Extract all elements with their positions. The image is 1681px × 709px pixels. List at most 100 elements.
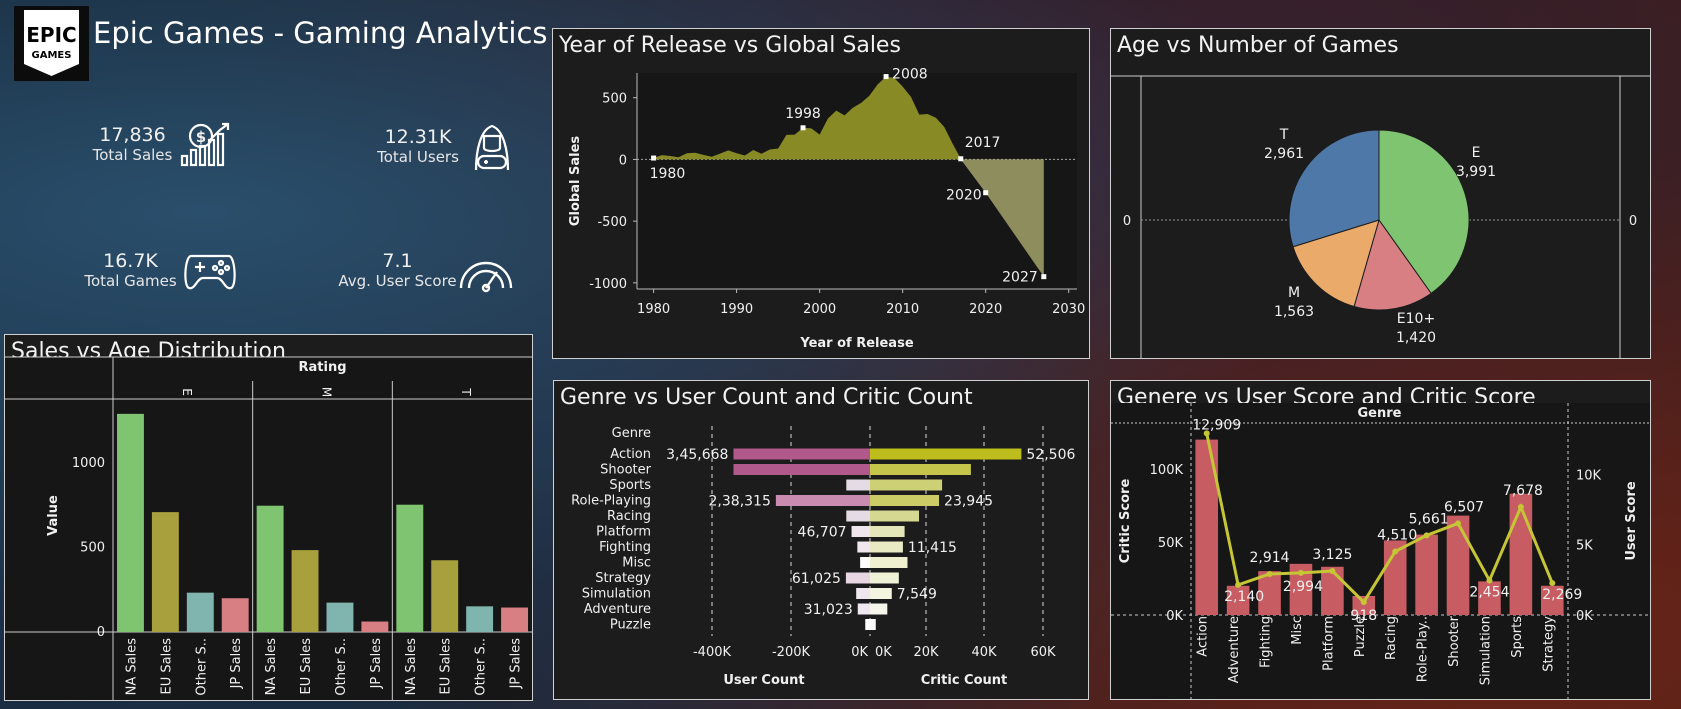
- critic-score-bar: [1352, 596, 1376, 615]
- row-label: Racing: [607, 509, 651, 524]
- x-tick-label: 40K: [971, 645, 997, 660]
- user-score-label: 6,507: [1444, 499, 1484, 515]
- x-tick-label: Platform: [1321, 616, 1336, 671]
- x-tick-label: 60K: [1030, 645, 1056, 660]
- x-tick-label: EU Sales: [159, 638, 174, 695]
- user-score-label: 3,125: [1312, 547, 1352, 563]
- left-tick-label: 100K: [1150, 463, 1184, 478]
- critic-count-label: 52,506: [1026, 447, 1075, 463]
- point-marker: [983, 190, 989, 196]
- genre-count-chart: Genre -400K -200K 0K 0K 20K 40K 60K Action 3,45,6…: [571, 426, 1075, 688]
- user-score-label: 5,661: [1409, 511, 1449, 527]
- critic-count-bar: [870, 448, 1022, 460]
- user-score-label: 2,454: [1469, 584, 1509, 600]
- row-label: Platform: [596, 525, 651, 540]
- kpi-value: 17,836: [99, 124, 166, 146]
- genre-score-panel: Genere vs User Score and Critic Score Ge…: [1110, 380, 1651, 700]
- row-label: Strategy: [595, 571, 651, 586]
- y-tick-label: 0: [619, 153, 627, 168]
- critic-count-bar: [870, 526, 905, 537]
- user-score-point: [1360, 599, 1367, 606]
- age-games-panel: Age vs Number of Games 0 0 E 3,991 E10+ 1,420…: [1110, 28, 1651, 359]
- critic-count-label: 11,415: [908, 540, 957, 556]
- y-tick-label: -1000: [589, 277, 627, 292]
- user-score-label: 2,140: [1224, 589, 1264, 605]
- left-tick-label: 0K: [1166, 609, 1183, 624]
- x-tick-label: 1980: [637, 302, 670, 317]
- critic-score-bar: [1289, 563, 1313, 615]
- x-tick-label: NA Sales: [264, 638, 279, 696]
- critic-count-bar: [870, 510, 920, 522]
- x-tick-label: 2010: [886, 302, 919, 317]
- user-score-point: [1235, 581, 1242, 588]
- point-marker: [1041, 274, 1047, 280]
- x-tick-label: JP Sales: [229, 638, 244, 690]
- gamepad-icon: [184, 254, 236, 290]
- bar: [466, 606, 494, 632]
- x-tick-label: Other S..: [194, 638, 209, 696]
- kpi-value: 7.1: [382, 250, 413, 272]
- bar: [361, 621, 389, 632]
- bar: [186, 592, 214, 632]
- user-score-label: 2,994: [1283, 579, 1323, 595]
- critic-count-bar: [870, 619, 876, 630]
- svg-text:$: $: [196, 128, 206, 146]
- user-count-bar: [775, 495, 870, 506]
- x-tick-label: Puzzle: [1353, 616, 1368, 657]
- x-tick-label: 2000: [803, 302, 836, 317]
- user-count-bar: [865, 619, 870, 630]
- pie-slice: [1378, 129, 1470, 295]
- x-tick-label: 2020: [969, 302, 1002, 317]
- user-score-label: 2,269: [1542, 587, 1582, 603]
- row-label: Shooter: [600, 463, 651, 478]
- user-score-label: 2,914: [1249, 550, 1289, 566]
- user-score-point: [1297, 569, 1304, 576]
- kpi-value: 12.31K: [384, 126, 452, 148]
- x-tick-label: NA Sales: [404, 638, 419, 696]
- critic-score-bar: [1415, 534, 1438, 615]
- user-count-label: 46,707: [798, 525, 847, 541]
- slice-value: 3,991: [1456, 164, 1496, 180]
- logo-epic-text: EPIC: [26, 23, 76, 47]
- bar: [326, 602, 354, 632]
- logo-games-text: GAMES: [32, 50, 72, 61]
- x-tick-label: Action: [1196, 616, 1211, 657]
- user-count-bar: [846, 510, 870, 522]
- critic-score-bar: [1540, 585, 1564, 615]
- user-score-point: [1486, 577, 1493, 584]
- row-header: Genre: [612, 426, 651, 441]
- critic-count-label: 7,549: [897, 587, 937, 603]
- kpi-total-games: 16.7K Total Games: [68, 250, 193, 290]
- chart-bg: [1111, 403, 1650, 699]
- x-tick-label: Shooter: [1447, 615, 1462, 666]
- critic-count-bar: [870, 464, 971, 475]
- user-score-point: [1203, 430, 1210, 437]
- point-marker: [958, 156, 964, 162]
- row-label: Sports: [609, 478, 651, 493]
- sales-age-chart: Rating 0 500 1000 Value E NA Sales EU Sales Othe…: [5, 356, 532, 700]
- user-count-bar: [846, 479, 870, 491]
- y-tick-label: 500: [80, 541, 105, 556]
- panel-title: Age vs Number of Games: [1117, 33, 1399, 58]
- row-label: Fighting: [599, 540, 651, 555]
- bar: [151, 512, 179, 632]
- x-tick-label: 1990: [720, 302, 753, 317]
- year-sales-chart: 500 0 -500 -1000 1980 1990 2000 2010 2020 2030 198…: [568, 67, 1085, 351]
- point-marker: [651, 155, 657, 161]
- user-score-point: [1423, 532, 1430, 539]
- x-tick-label: Simulation: [1478, 616, 1493, 685]
- speedometer-icon: [459, 261, 513, 293]
- epic-games-logo: EPIC GAMES: [14, 6, 89, 81]
- left-axis-value: 0: [1123, 214, 1131, 229]
- user-score-point: [1329, 568, 1336, 575]
- user-count-bar: [857, 541, 870, 553]
- y-axis-title: Value: [46, 495, 61, 536]
- bar: [396, 504, 424, 632]
- kpi-value: 16.7K: [103, 250, 158, 272]
- user-score-point: [1266, 570, 1273, 577]
- user-score-label: 918: [1350, 608, 1377, 624]
- user-count-bar: [733, 464, 870, 475]
- bar: [431, 560, 459, 632]
- user-count-bar: [856, 588, 870, 599]
- group-label: E: [180, 388, 194, 396]
